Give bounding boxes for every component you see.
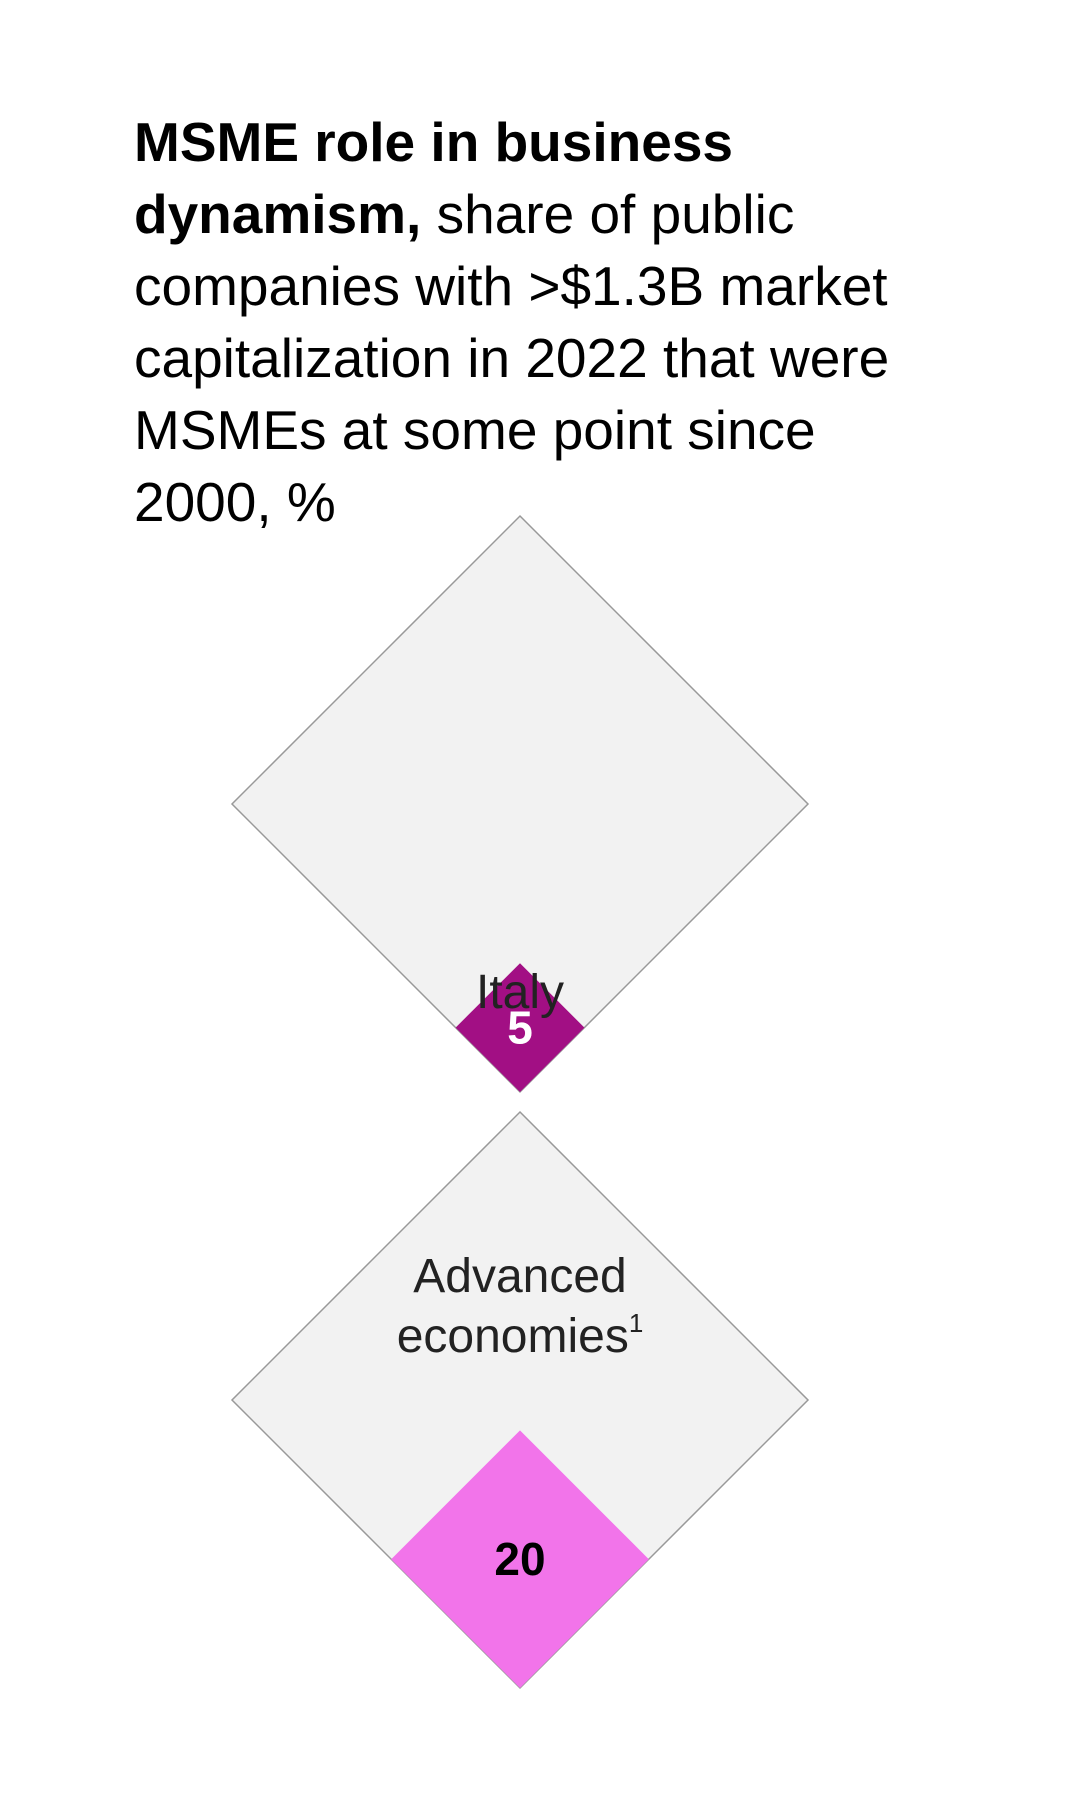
value-label-advanced-economies: 20 — [494, 1533, 545, 1585]
chart-title-rest: share of public companies with >$1.3B ma… — [134, 183, 890, 533]
category-label-advanced-economies-line-1: Advanced — [413, 1250, 627, 1303]
chart-title: MSME role in business dynamism, share of… — [134, 106, 894, 538]
chart-title-bold: MSME role in business dynamism, — [134, 111, 734, 245]
value-diamond-italy — [455, 963, 585, 1092]
category-label-advanced-economies-line-2: economies1 — [397, 1308, 644, 1363]
footnote-marker-advanced-economies: 1 — [629, 1308, 643, 1338]
category-label-italy: Italy — [476, 966, 564, 1019]
value-label-italy: 5 — [507, 1002, 533, 1054]
value-diamond-advanced-economies — [391, 1430, 649, 1688]
